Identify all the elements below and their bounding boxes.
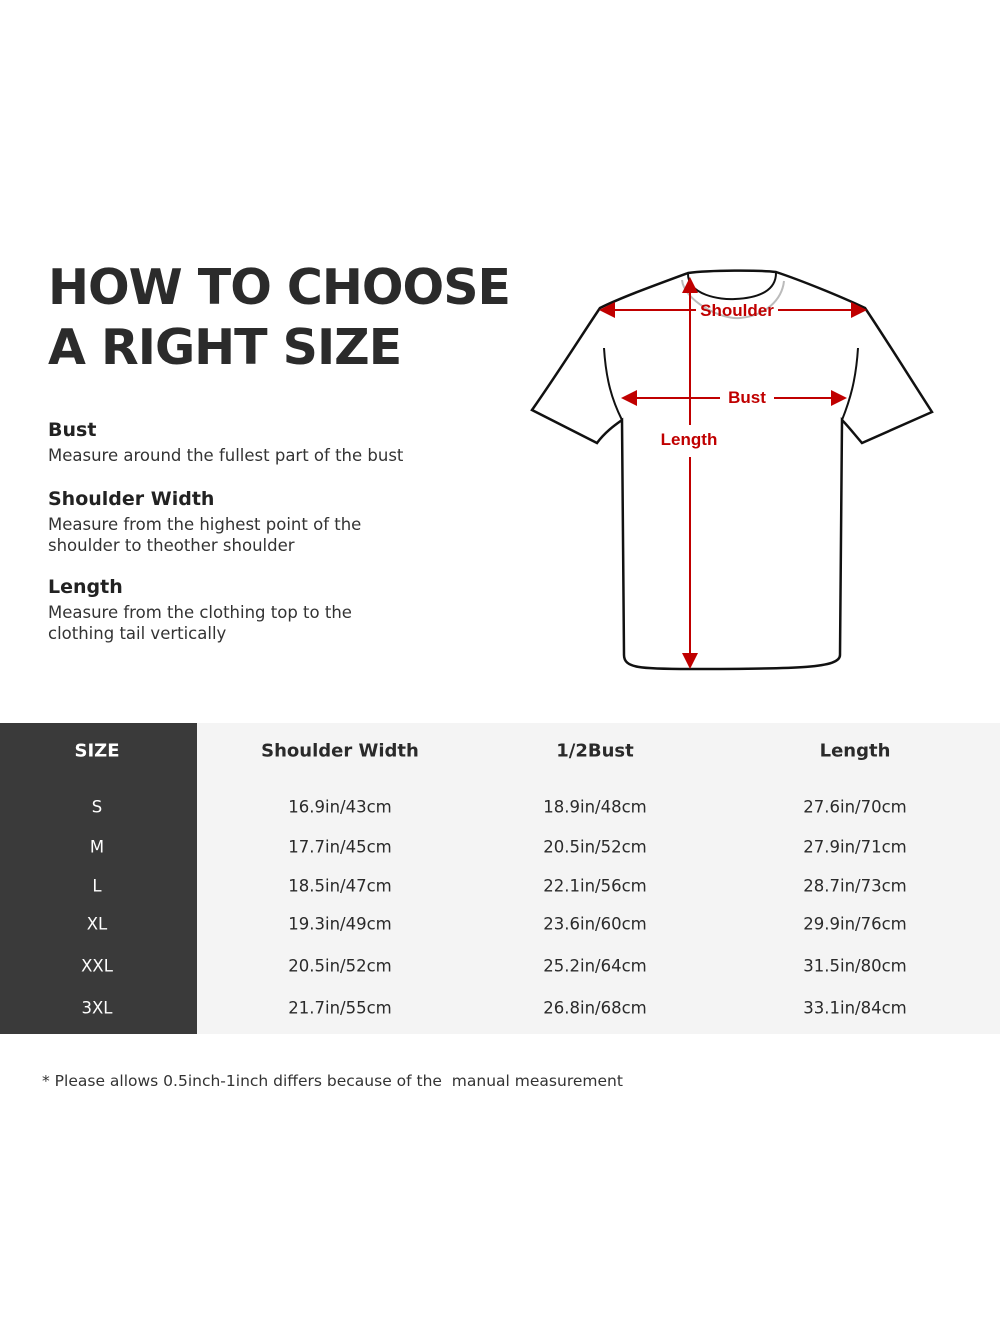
title-line-2: A RIGHT SIZE (48, 319, 402, 376)
table-cell: 28.7in/73cm (803, 876, 907, 896)
size-label: XXL (81, 956, 113, 976)
table-cell: 33.1in/84cm (803, 998, 907, 1018)
table-cell: 26.8in/68cm (543, 998, 647, 1018)
column-header: SIZE (74, 740, 120, 762)
page-title: HOW TO CHOOSE A RIGHT SIZE (48, 258, 511, 378)
table-cell: 20.5in/52cm (288, 956, 392, 976)
table-cell: 27.9in/71cm (803, 837, 907, 857)
size-label: S (91, 797, 103, 817)
tshirt-outline (530, 269, 934, 671)
definition-length: Length Measure from the clothing top to … (48, 575, 378, 644)
length-label: Length (661, 430, 718, 449)
size-label: L (92, 876, 102, 896)
table-cell: 18.9in/48cm (543, 797, 647, 817)
column-header: 1/2Bust (556, 740, 634, 762)
table-cell: 31.5in/80cm (803, 956, 907, 976)
definition-term: Bust (48, 419, 97, 441)
table-cell: 29.9in/76cm (803, 914, 907, 934)
table-cell: 27.6in/70cm (803, 797, 907, 817)
table-cell: 22.1in/56cm (543, 876, 647, 896)
column-header: Length (819, 740, 891, 762)
definition-text: Measure around the fullest part of the b… (48, 446, 404, 465)
size-label: 3XL (81, 998, 113, 1018)
tshirt-measurement-diagram: Shoulder Bust Length (530, 269, 934, 671)
table-cell: 19.3in/49cm (288, 914, 392, 934)
shoulder-label: Shoulder (700, 301, 774, 320)
table-cell: 16.9in/43cm (288, 797, 392, 817)
column-header: Shoulder Width (261, 740, 419, 762)
size-column-background (0, 723, 197, 1034)
table-cell: 23.6in/60cm (543, 914, 647, 934)
table-cell: 20.5in/52cm (543, 837, 647, 857)
footnote: * Please allows 0.5inch-1inch differs be… (42, 1072, 623, 1090)
size-label: M (89, 837, 105, 857)
table-cell: 17.7in/45cm (288, 837, 392, 857)
definition-shoulder-width: Shoulder Width Measure from the highest … (48, 487, 388, 556)
bust-label: Bust (728, 388, 766, 407)
size-label: XL (86, 914, 108, 934)
size-table: SIZE Shoulder Width 1/2Bust Length S 16.9in/4… (0, 723, 1000, 1034)
definition-text: Measure from the clothing top to the clo… (48, 603, 352, 643)
table-cell: 25.2in/64cm (543, 956, 647, 976)
table-cell: 21.7in/55cm (288, 998, 392, 1018)
title-line-1: HOW TO CHOOSE (48, 259, 511, 316)
definition-text: Measure from the highest point of the sh… (48, 515, 362, 555)
definition-term: Length (48, 576, 123, 598)
definition-term: Shoulder Width (48, 488, 215, 510)
definition-bust: Bust Measure around the fullest part of … (48, 418, 468, 466)
table-cell: 18.5in/47cm (288, 876, 392, 896)
